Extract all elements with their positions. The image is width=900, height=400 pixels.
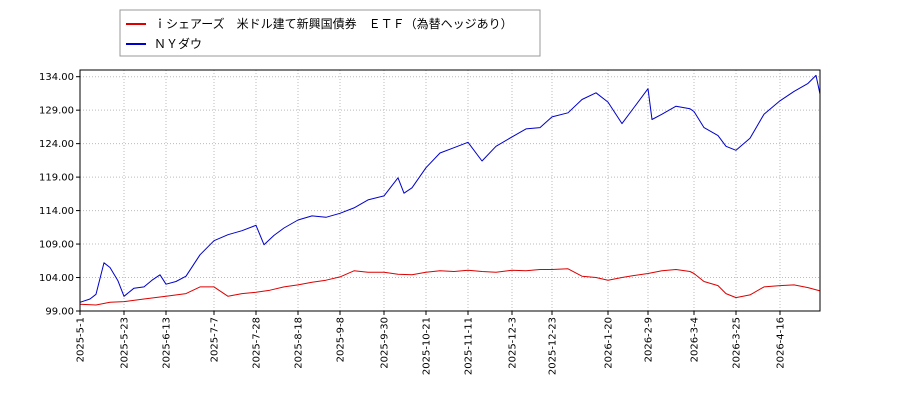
x-tick-label: 2025-11-11 xyxy=(464,317,475,375)
x-tick-label: 2025-10-21 xyxy=(422,317,433,375)
x-tick-label: 2026-3-25 xyxy=(732,317,743,369)
y-tick-label: 109.00 xyxy=(39,240,74,251)
x-tick-label: 2026-1-20 xyxy=(604,317,615,369)
x-tick-label: 2026-3-4 xyxy=(690,317,701,362)
series-line-2 xyxy=(79,74,821,303)
x-tick-label: 2025-8-18 xyxy=(294,317,305,369)
x-tick-label: 2025-12-3 xyxy=(508,317,519,369)
x-tick-label: 2025-7-28 xyxy=(252,317,263,369)
legend-box xyxy=(119,9,541,57)
x-tick-label: 2025-12-23 xyxy=(548,317,559,375)
y-tick-label: 129.00 xyxy=(39,106,74,117)
y-tick-label: 124.00 xyxy=(39,139,74,150)
series-lines xyxy=(79,74,821,306)
y-tick-label: 119.00 xyxy=(39,173,74,184)
y-axis: 99.00 104.00 109.00 114.00 119.00 124.00 129.0… xyxy=(39,72,80,318)
legend-label-1: ｉシェアーズ 米ドル建て新興国債券 ＥＴＦ（為替ヘッジあり） xyxy=(154,16,513,31)
x-axis: 2025-5-1 2025-5-23 2025-6-13 2025-7-7 2025-7… xyxy=(76,311,787,375)
x-tick-label: 2025-5-23 xyxy=(120,317,131,369)
series-line-1 xyxy=(79,268,821,306)
plot-frame xyxy=(79,69,821,312)
x-tick-label: 2025-6-13 xyxy=(162,317,173,369)
x-tick-label: 2025-9-8 xyxy=(336,317,347,362)
x-tick-label: 2025-9-30 xyxy=(380,317,391,369)
y-tick-label: 99.00 xyxy=(45,307,74,318)
legend-label-2: ＮＹダウ xyxy=(154,36,202,51)
x-tick-label: 2025-7-7 xyxy=(210,317,221,362)
legend: ｉシェアーズ 米ドル建て新興国債券 ＥＴＦ（為替ヘッジあり） ＮＹダウ xyxy=(119,9,541,57)
x-tick-label: 2026-2-9 xyxy=(644,317,655,362)
y-tick-label: 114.00 xyxy=(39,206,74,217)
y-tick-label: 134.00 xyxy=(39,72,74,83)
x-tick-label: 2025-5-1 xyxy=(76,317,87,362)
x-tick-label: 2026-4-16 xyxy=(776,317,787,369)
y-tick-label: 104.00 xyxy=(39,273,74,284)
